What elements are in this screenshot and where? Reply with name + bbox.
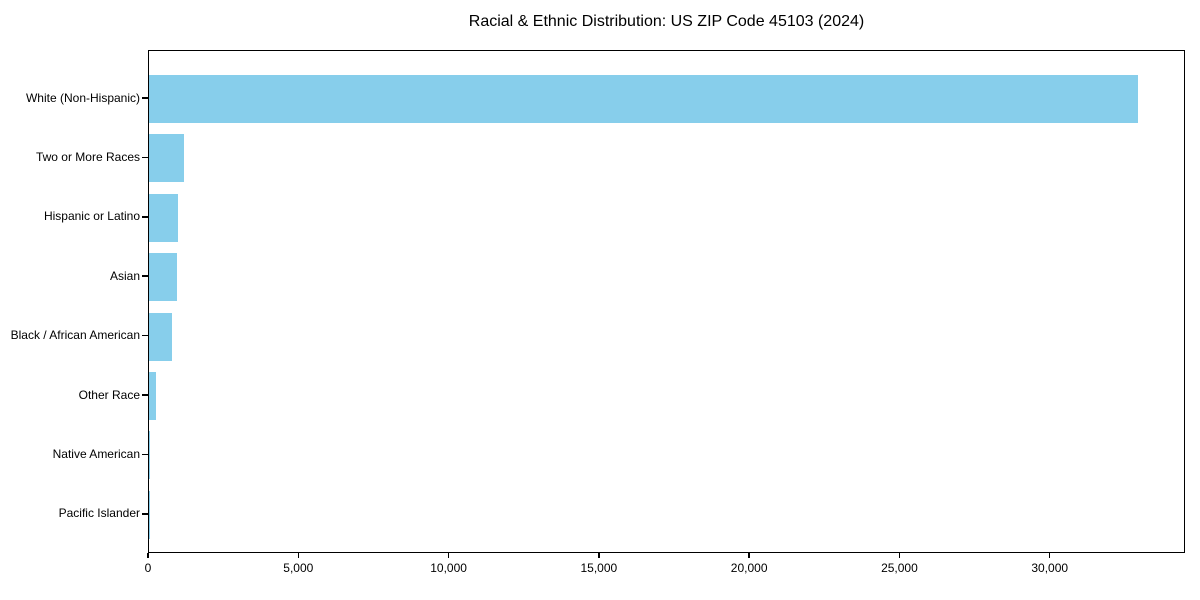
x-tick-label: 15,000 [580, 561, 618, 575]
y-tick [142, 394, 148, 396]
x-tick-label: 10,000 [430, 561, 467, 575]
y-axis-label: Hispanic or Latino [43, 209, 140, 224]
y-axis-label: Other Race [78, 387, 140, 402]
x-tick [297, 553, 300, 558]
bar [149, 312, 173, 361]
y-tick [142, 275, 148, 277]
x-tick-label: 5,000 [283, 561, 314, 575]
bar [149, 134, 185, 183]
plot-area [148, 50, 1185, 553]
x-tick [898, 553, 901, 558]
y-tick [142, 453, 148, 456]
x-tick [598, 553, 600, 558]
y-axis-label: Two or More Races [35, 149, 140, 164]
bar [149, 372, 156, 420]
y-axis-label: Black / African American [10, 328, 140, 343]
y-axis-label: Native American [52, 446, 140, 461]
chart-title: Racial & Ethnic Distribution: US ZIP Cod… [468, 13, 865, 30]
bar [149, 193, 178, 242]
y-tick [142, 216, 148, 218]
y-axis-label: Asian [109, 268, 140, 283]
x-tick-label: 0 [144, 561, 152, 575]
x-tick [748, 553, 750, 558]
y-axis-label: Pacific Islander [58, 506, 140, 521]
x-tick-label: 25,000 [881, 561, 918, 575]
y-tick [142, 513, 148, 515]
bar [149, 75, 1138, 123]
y-tick [142, 334, 148, 337]
x-tick-label: 30,000 [1031, 561, 1069, 575]
bar [149, 431, 150, 480]
x-tick [447, 553, 450, 558]
bar [149, 253, 177, 302]
x-tick [1048, 553, 1051, 558]
x-tick [147, 553, 149, 558]
y-tick [142, 156, 148, 159]
x-tick-label: 20,000 [730, 561, 768, 575]
y-tick [142, 97, 148, 99]
y-axis-label: White (Non-Hispanic) [25, 90, 140, 105]
